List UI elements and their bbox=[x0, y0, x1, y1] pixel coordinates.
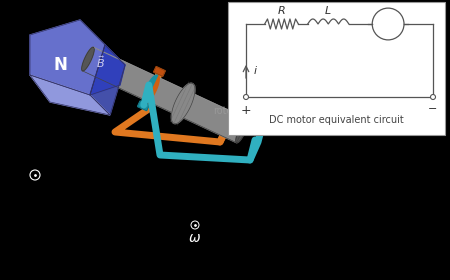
Text: R: R bbox=[278, 6, 285, 16]
Text: N: N bbox=[53, 56, 67, 74]
Text: $\omega$: $\omega$ bbox=[189, 231, 202, 245]
Polygon shape bbox=[290, 95, 375, 132]
Text: L: L bbox=[325, 6, 331, 16]
Polygon shape bbox=[171, 83, 195, 124]
Polygon shape bbox=[265, 80, 290, 105]
Polygon shape bbox=[90, 45, 125, 95]
Circle shape bbox=[431, 95, 436, 99]
Text: −: − bbox=[428, 104, 438, 114]
Polygon shape bbox=[144, 75, 158, 102]
Text: S: S bbox=[324, 71, 336, 89]
Polygon shape bbox=[145, 75, 159, 102]
Text: i: i bbox=[254, 66, 257, 76]
Polygon shape bbox=[30, 20, 105, 95]
Text: DC motor equivalent circuit: DC motor equivalent circuit bbox=[269, 115, 404, 125]
Bar bbox=[228, 2, 445, 135]
Text: e: e bbox=[385, 0, 392, 2]
Text: +: + bbox=[241, 104, 251, 117]
Polygon shape bbox=[90, 45, 125, 115]
Text: rotor: rotor bbox=[213, 106, 237, 116]
Polygon shape bbox=[30, 75, 110, 115]
Polygon shape bbox=[138, 101, 149, 111]
Polygon shape bbox=[82, 47, 248, 143]
Polygon shape bbox=[236, 119, 248, 143]
Circle shape bbox=[243, 95, 248, 99]
Polygon shape bbox=[290, 40, 370, 115]
Polygon shape bbox=[82, 47, 94, 71]
Text: $\vec{B}$: $\vec{B}$ bbox=[95, 54, 104, 70]
Polygon shape bbox=[153, 67, 165, 76]
